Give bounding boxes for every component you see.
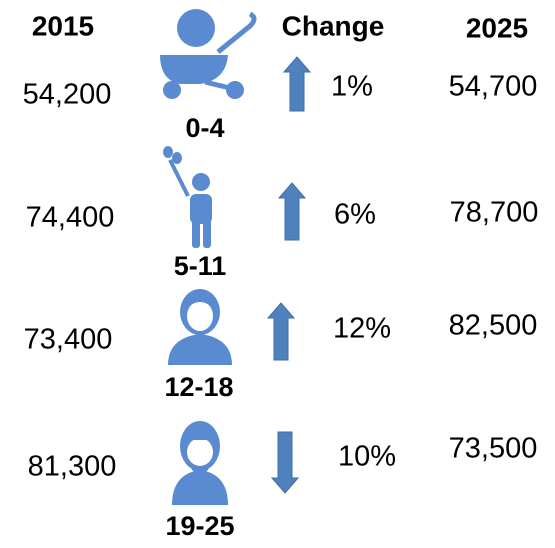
value-2015: 73,400 xyxy=(24,324,113,356)
age-group: 0-4 xyxy=(185,113,224,143)
age-group: 12-18 xyxy=(164,372,233,402)
age-group: 5-11 xyxy=(174,251,227,281)
child-icon xyxy=(163,146,212,248)
stroller-icon xyxy=(160,9,257,99)
header-2025: 2025 xyxy=(466,12,528,43)
header-2015: 2015 xyxy=(32,10,94,41)
change: 12% xyxy=(333,313,391,345)
teen-icon xyxy=(168,289,232,365)
value-2025: 73,500 xyxy=(449,433,538,465)
value-2015: 81,300 xyxy=(28,451,117,483)
adult-icon xyxy=(172,421,228,505)
change: 1% xyxy=(331,71,373,103)
value-2015: 54,200 xyxy=(23,79,112,111)
change: 6% xyxy=(334,199,376,231)
value-2025: 78,700 xyxy=(450,197,539,229)
value-2025: 54,700 xyxy=(449,71,538,103)
arrow-up xyxy=(266,302,296,361)
change: 10% xyxy=(338,441,396,473)
value-2015: 74,400 xyxy=(26,202,115,234)
arrow-down xyxy=(270,431,300,494)
header-change: Change xyxy=(282,10,385,41)
age-group: 19-25 xyxy=(165,511,234,541)
value-2025: 82,500 xyxy=(449,310,538,342)
arrow-up xyxy=(282,56,312,112)
arrow-up xyxy=(277,182,307,241)
